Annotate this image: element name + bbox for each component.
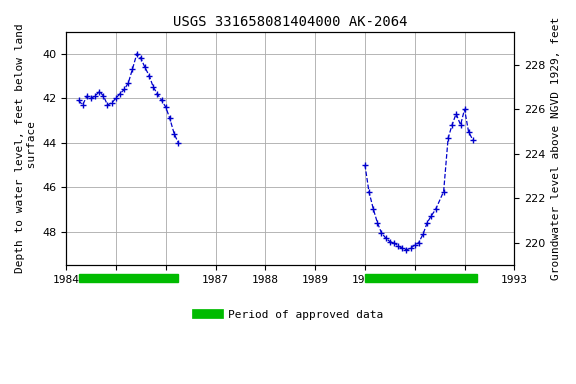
Y-axis label: Depth to water level, feet below land
 surface: Depth to water level, feet below land su…: [15, 23, 37, 273]
Title: USGS 331658081404000 AK-2064: USGS 331658081404000 AK-2064: [173, 15, 407, 29]
Bar: [365, 274, 477, 282]
Y-axis label: Groundwater level above NGVD 1929, feet: Groundwater level above NGVD 1929, feet: [551, 17, 561, 280]
Legend: Period of approved data: Period of approved data: [192, 306, 388, 324]
Bar: [78, 274, 178, 282]
